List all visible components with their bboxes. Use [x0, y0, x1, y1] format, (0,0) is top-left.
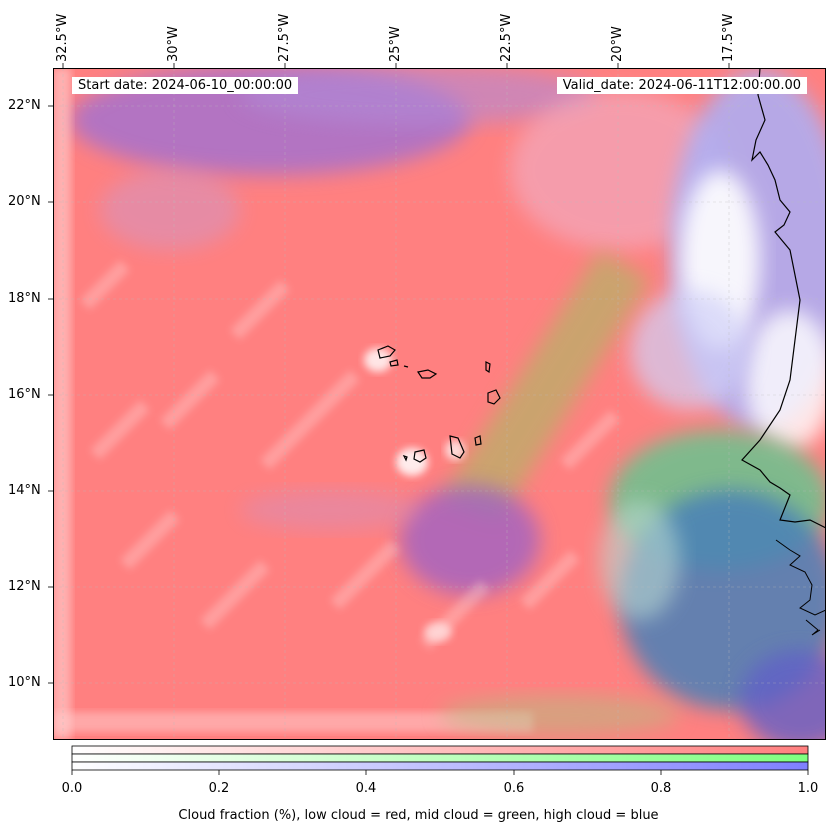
lat-label-14n: 14°N — [8, 483, 41, 498]
lat-label-10n: 10°N — [8, 675, 41, 690]
lat-label-12n: 12°N — [8, 579, 41, 594]
lon-label-17-5w: 17.5°W — [721, 13, 736, 62]
lon-label-20w: 20°W — [610, 26, 625, 62]
colorbar-tick-1: 0.2 — [208, 781, 230, 796]
lon-label-25w: 25°W — [388, 26, 403, 62]
map-frame — [53, 68, 826, 740]
lon-label-30w: 30°W — [166, 26, 181, 62]
cape-verde-islands — [377, 345, 501, 463]
colorbar-tick-0: 0.0 — [61, 781, 83, 796]
colorbar — [71, 745, 809, 775]
colorbar-tick-4: 0.8 — [650, 781, 672, 796]
lon-label-22-5w: 22.5°W — [499, 13, 514, 62]
colorbar-tick-5: 1.0 — [797, 781, 819, 796]
lon-label-27-5w: 27.5°W — [277, 13, 292, 62]
colorbar-label: Cloud fraction (%), low cloud = red, mid… — [178, 808, 659, 823]
valid-date-label: Valid_date: 2024-06-11T12:00:00.00 — [556, 77, 807, 94]
lat-label-20n: 20°N — [8, 194, 41, 209]
start-date-label: Start date: 2024-06-10_00:00:00 — [72, 77, 299, 94]
colorbar-tick-2: 0.4 — [355, 781, 377, 796]
cloud-field — [53, 68, 826, 740]
africa-coastline — [741, 68, 826, 529]
lon-label-32-5w: 32.5°W — [55, 13, 70, 62]
colorbar-tick-3: 0.6 — [503, 781, 525, 796]
lat-label-16n: 16°N — [8, 387, 41, 402]
lat-label-18n: 18°N — [8, 291, 41, 306]
lat-label-22n: 22°N — [8, 98, 41, 113]
